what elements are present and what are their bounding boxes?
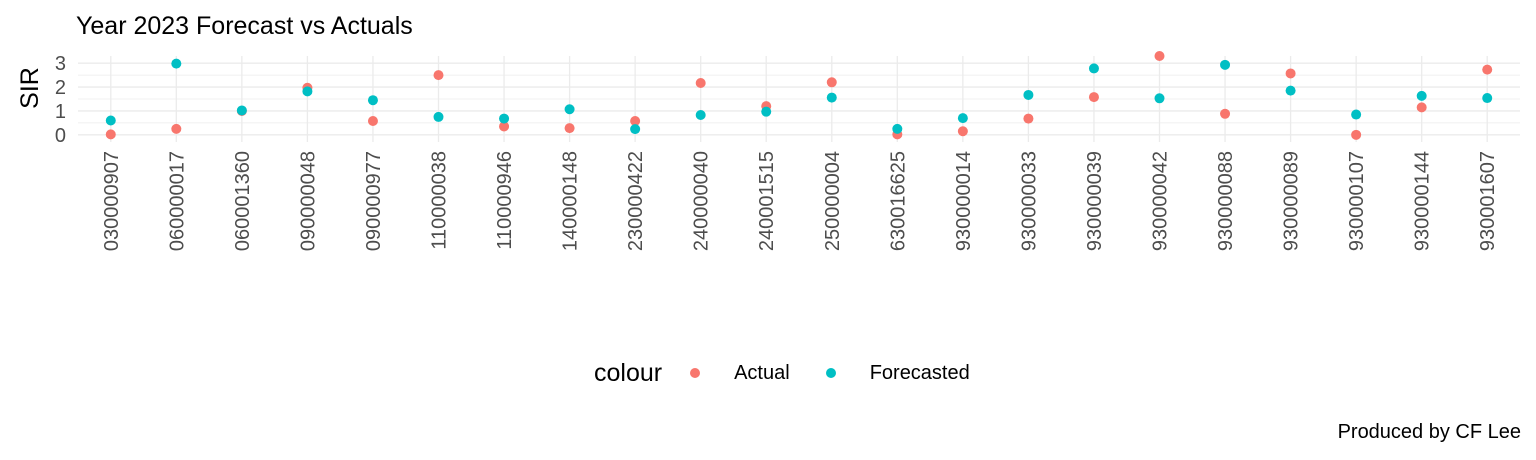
x-tick-label: 030000907 xyxy=(101,151,123,251)
x-tick-label: 110000038 xyxy=(429,151,451,250)
data-point-forecasted xyxy=(433,111,444,122)
data-point-actual xyxy=(1023,113,1034,124)
y-axis-title: SIR xyxy=(16,67,44,109)
x-tick-label: 930000039 xyxy=(1084,151,1106,251)
data-point-forecasted xyxy=(761,106,772,117)
x-tick-label: 250000004 xyxy=(822,151,844,251)
data-point-forecasted xyxy=(171,58,182,69)
data-point-forecasted xyxy=(1023,89,1034,100)
data-point-actual xyxy=(957,126,968,137)
data-point-actual xyxy=(367,115,378,126)
data-point-forecasted xyxy=(1482,93,1493,104)
x-tick-label: 060001360 xyxy=(232,151,254,251)
legend: colour Actual Forecasted xyxy=(594,356,1000,390)
x-tick-label: 930000042 xyxy=(1150,151,1172,251)
y-tick-label: 1 xyxy=(55,101,66,123)
data-point-actual xyxy=(695,77,706,88)
data-point-actual xyxy=(1351,129,1362,140)
legend-item-forecasted: Forecasted xyxy=(820,362,970,385)
chart-title: Year 2023 Forecast vs Actuals xyxy=(76,12,413,40)
legend-label-actual: Actual xyxy=(734,361,790,384)
x-tick-label: 240001515 xyxy=(756,151,778,251)
data-point-forecasted xyxy=(1088,63,1099,74)
x-tick-label: 230000422 xyxy=(625,151,647,251)
x-tick-label: 140000148 xyxy=(560,151,582,251)
data-point-actual xyxy=(105,129,116,140)
data-point-actual xyxy=(630,115,641,126)
data-point-actual xyxy=(564,123,575,134)
data-point-actual xyxy=(1088,92,1099,103)
data-point-actual xyxy=(433,70,444,81)
data-point-forecasted xyxy=(1285,85,1296,96)
legend-label-forecasted: Forecasted xyxy=(869,361,970,384)
data-point-forecasted xyxy=(1351,109,1362,120)
data-point-forecasted xyxy=(1220,59,1231,70)
x-tick-label: 930000088 xyxy=(1215,151,1237,251)
legend-item-actual: Actual xyxy=(684,362,790,385)
x-tick-label: 930000144 xyxy=(1412,151,1434,251)
x-tick-label: 930001607 xyxy=(1477,151,1499,251)
x-tick-label: 090000977 xyxy=(363,151,385,251)
data-points xyxy=(105,51,1493,140)
x-tick-label: 930000107 xyxy=(1346,151,1368,251)
x-tick-label: 930000033 xyxy=(1018,151,1040,251)
data-point-forecasted xyxy=(957,113,968,124)
data-point-actual xyxy=(1416,102,1427,113)
data-point-forecasted xyxy=(826,92,837,103)
data-point-actual xyxy=(499,121,510,132)
y-tick-label: 2 xyxy=(55,77,66,99)
data-point-actual xyxy=(1482,64,1493,75)
data-point-forecasted xyxy=(564,104,575,115)
caption: Produced by CF Lee xyxy=(1337,421,1521,443)
legend-key-forecasted xyxy=(825,368,836,378)
data-point-forecasted xyxy=(105,115,116,126)
x-tick-label: 090000048 xyxy=(297,151,319,251)
x-tick-label: 060000017 xyxy=(166,151,188,251)
data-point-forecasted xyxy=(1416,90,1427,101)
data-point-actual xyxy=(1154,51,1165,61)
data-point-forecasted xyxy=(367,95,378,106)
data-point-forecasted xyxy=(499,113,510,124)
data-point-actual xyxy=(171,123,182,134)
y-tick-label: 0 xyxy=(55,125,66,147)
data-point-forecasted xyxy=(630,124,641,135)
legend-key-actual xyxy=(690,368,701,378)
data-point-forecasted xyxy=(695,110,706,121)
x-tick-label: 240000040 xyxy=(691,151,713,251)
x-tick-label: 110000946 xyxy=(494,151,516,250)
data-point-forecasted xyxy=(892,123,903,134)
data-point-forecasted xyxy=(302,86,313,97)
x-tick-label: 630016625 xyxy=(887,151,909,251)
data-point-actual xyxy=(826,77,837,88)
data-point-actual xyxy=(1220,108,1231,119)
data-point-actual xyxy=(1285,68,1296,79)
data-point-forecasted xyxy=(1154,93,1165,104)
y-tick-label: 3 xyxy=(55,53,66,75)
data-point-forecasted xyxy=(236,105,247,116)
x-axis: 030000907 060000017 060001360 090000048 0900… xyxy=(101,151,1499,251)
legend-title: colour xyxy=(594,358,663,387)
x-tick-label: 930000089 xyxy=(1281,151,1303,251)
x-tick-label: 930000014 xyxy=(953,151,975,251)
plot-grid xyxy=(78,56,1520,142)
